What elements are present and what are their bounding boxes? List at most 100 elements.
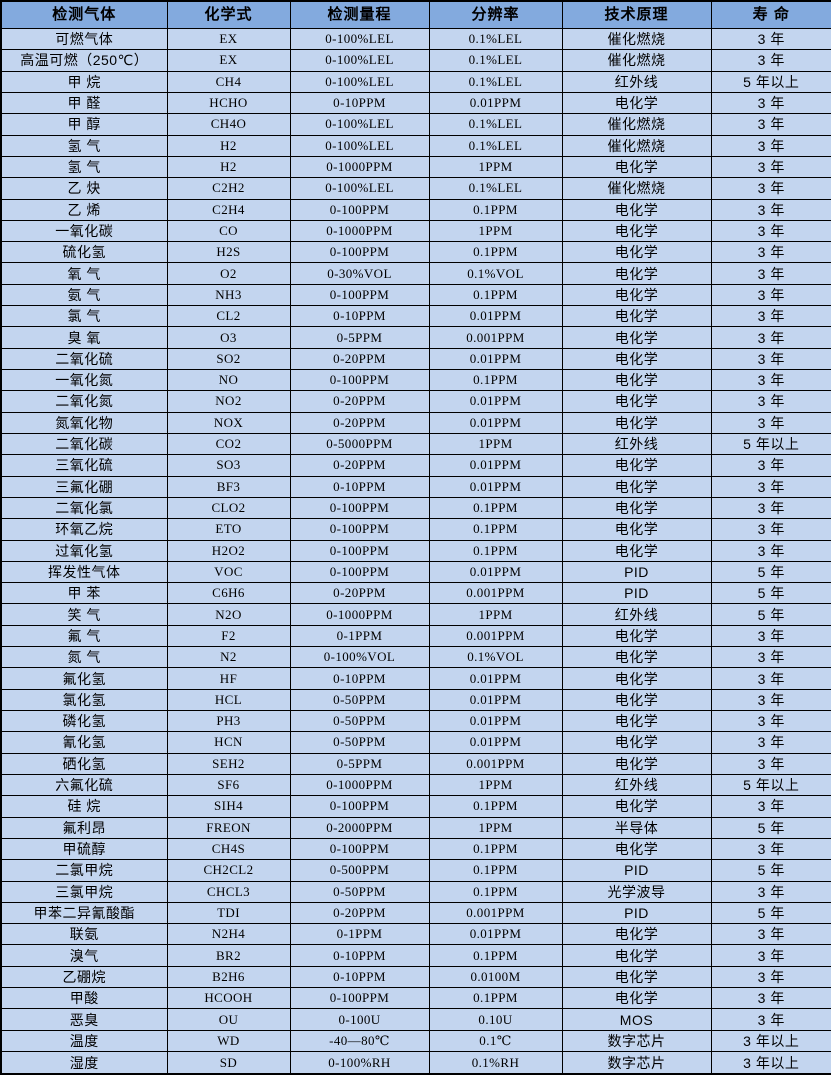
table-row: 一氧化碳 CO 0-1000PPM 1PPM 电化学 3 年	[0, 219, 831, 243]
cell-tech: 电化学	[561, 155, 712, 179]
cell-resolution: 0.1PPM	[428, 518, 563, 541]
cell-life: 3 年	[710, 688, 831, 712]
cell-gas: 氟 气	[0, 624, 168, 648]
cell-range: 0-30%VOL	[289, 262, 430, 285]
cell-range: 0-100PPM	[289, 560, 430, 584]
cell-resolution: 0.1%VOL	[428, 262, 563, 285]
cell-gas: 恶臭	[0, 1008, 168, 1031]
cell-life: 3 年	[710, 624, 831, 648]
cell-formula: EX	[166, 27, 291, 51]
cell-life: 3 年	[710, 177, 831, 200]
cell-gas: 三氧化硫	[0, 454, 168, 477]
cell-formula: HCHO	[166, 91, 291, 115]
cell-gas: 六氟化硫	[0, 773, 168, 797]
cell-range: 0-50PPM	[289, 880, 430, 903]
cell-life: 3 年	[710, 91, 831, 115]
cell-resolution: 0.0100M	[428, 965, 563, 989]
cell-life: 3 年	[710, 305, 831, 328]
cell-resolution: 0.1%RH	[428, 1051, 563, 1074]
cell-resolution: 1PPM	[428, 773, 563, 797]
cell-tech: 电化学	[561, 923, 712, 946]
cell-formula: C2H4	[166, 198, 291, 221]
table-row: 氯 气 CL2 0-10PPM 0.01PPM 电化学 3 年	[0, 305, 831, 328]
cell-range: 0-100PPM	[289, 496, 430, 520]
cell-gas: 氟化氢	[0, 667, 168, 690]
cell-life: 5 年	[710, 901, 831, 925]
table-row: 三氟化硼 BF3 0-10PPM 0.01PPM 电化学 3 年	[0, 475, 831, 498]
cell-gas: 温度	[0, 1029, 168, 1053]
cell-gas: 联氨	[0, 923, 168, 946]
cell-life: 3 年	[710, 475, 831, 498]
table-row: 三氧化硫 SO3 0-20PPM 0.01PPM 电化学 3 年	[0, 454, 831, 477]
cell-tech: 电化学	[561, 987, 712, 1010]
cell-resolution: 0.1PPM	[428, 837, 563, 861]
cell-formula: BR2	[166, 944, 291, 967]
cell-gas: 甲 醛	[0, 91, 168, 115]
cell-life: 3 年	[710, 454, 831, 477]
cell-resolution: 0.01PPM	[428, 347, 563, 371]
cell-life: 3 年	[710, 390, 831, 413]
cell-resolution: 0.1PPM	[428, 987, 563, 1010]
table-row: 氟 气 F2 0-1PPM 0.001PPM 电化学 3 年	[0, 624, 831, 648]
cell-resolution: 1PPM	[428, 603, 563, 626]
table-row: 氮氧化物 NOX 0-20PPM 0.01PPM 电化学 3 年	[0, 411, 831, 434]
cell-gas: 挥发性气体	[0, 560, 168, 584]
cell-formula: CH2CL2	[166, 859, 291, 882]
cell-range: 0-1PPM	[289, 624, 430, 648]
cell-range: 0-1000PPM	[289, 219, 430, 243]
table-row: 二氧化碳 CO2 0-5000PPM 1PPM 红外线 5 年以上	[0, 432, 831, 456]
cell-tech: 电化学	[561, 539, 712, 562]
cell-range: 0-1000PPM	[289, 155, 430, 179]
cell-resolution: 0.1PPM	[428, 496, 563, 520]
cell-tech: 电化学	[561, 198, 712, 221]
table-row: 二氧化硫 SO2 0-20PPM 0.01PPM 电化学 3 年	[0, 347, 831, 371]
cell-life: 3 年	[710, 518, 831, 541]
cell-range: 0-10PPM	[289, 667, 430, 690]
cell-tech: 电化学	[561, 709, 712, 733]
cell-gas: 一氧化氮	[0, 368, 168, 392]
cell-life: 3 年	[710, 837, 831, 861]
cell-resolution: 0.1PPM	[428, 859, 563, 882]
cell-range: 0-100PPM	[289, 283, 430, 307]
table-row: 甲苯二异氰酸酯 TDI 0-20PPM 0.001PPM PID 5 年	[0, 901, 831, 925]
cell-range: 0-100%VOL	[289, 646, 430, 669]
cell-gas: 二氧化硫	[0, 347, 168, 371]
cell-range: 0-20PPM	[289, 901, 430, 925]
cell-tech: 数字芯片	[561, 1029, 712, 1053]
cell-range: 0-10PPM	[289, 944, 430, 967]
cell-formula: H2S	[166, 241, 291, 264]
cell-tech: 催化燃烧	[561, 177, 712, 200]
cell-life: 5 年以上	[710, 70, 831, 93]
table-row: 乙 烯 C2H4 0-100PPM 0.1PPM 电化学 3 年	[0, 198, 831, 221]
cell-resolution: 1PPM	[428, 816, 563, 839]
cell-life: 3 年	[710, 27, 831, 51]
cell-resolution: 0.1PPM	[428, 944, 563, 967]
table-body: 可燃气体 EX 0-100%LEL 0.1%LEL 催化燃烧 3 年高温可燃（250℃） E…	[0, 27, 831, 1074]
cell-life: 3 年	[710, 731, 831, 754]
cell-range: 0-20PPM	[289, 390, 430, 413]
cell-life: 5 年	[710, 603, 831, 626]
table-row: 可燃气体 EX 0-100%LEL 0.1%LEL 催化燃烧 3 年	[0, 27, 831, 51]
cell-tech: PID	[561, 582, 712, 605]
cell-life: 3 年	[710, 283, 831, 307]
cell-life: 3 年	[710, 49, 831, 72]
cell-tech: PID	[561, 560, 712, 584]
cell-range: 0-20PPM	[289, 411, 430, 434]
cell-tech: 电化学	[561, 411, 712, 434]
cell-life: 3 年	[710, 795, 831, 818]
cell-gas: 二氯甲烷	[0, 859, 168, 882]
cell-range: 0-100%LEL	[289, 177, 430, 200]
cell-tech: 催化燃烧	[561, 113, 712, 136]
cell-tech: 电化学	[561, 667, 712, 690]
cell-gas: 溴气	[0, 944, 168, 967]
cell-formula: NOX	[166, 411, 291, 434]
cell-gas: 甲 苯	[0, 582, 168, 605]
table-row: 笑 气 N2O 0-1000PPM 1PPM 红外线 5 年	[0, 603, 831, 626]
cell-range: 0-100PPM	[289, 241, 430, 264]
cell-tech: 电化学	[561, 624, 712, 648]
cell-range: 0-10PPM	[289, 305, 430, 328]
cell-formula: B2H6	[166, 965, 291, 989]
cell-life: 3 年	[710, 262, 831, 285]
cell-resolution: 0.01PPM	[428, 305, 563, 328]
cell-resolution: 0.01PPM	[428, 91, 563, 115]
